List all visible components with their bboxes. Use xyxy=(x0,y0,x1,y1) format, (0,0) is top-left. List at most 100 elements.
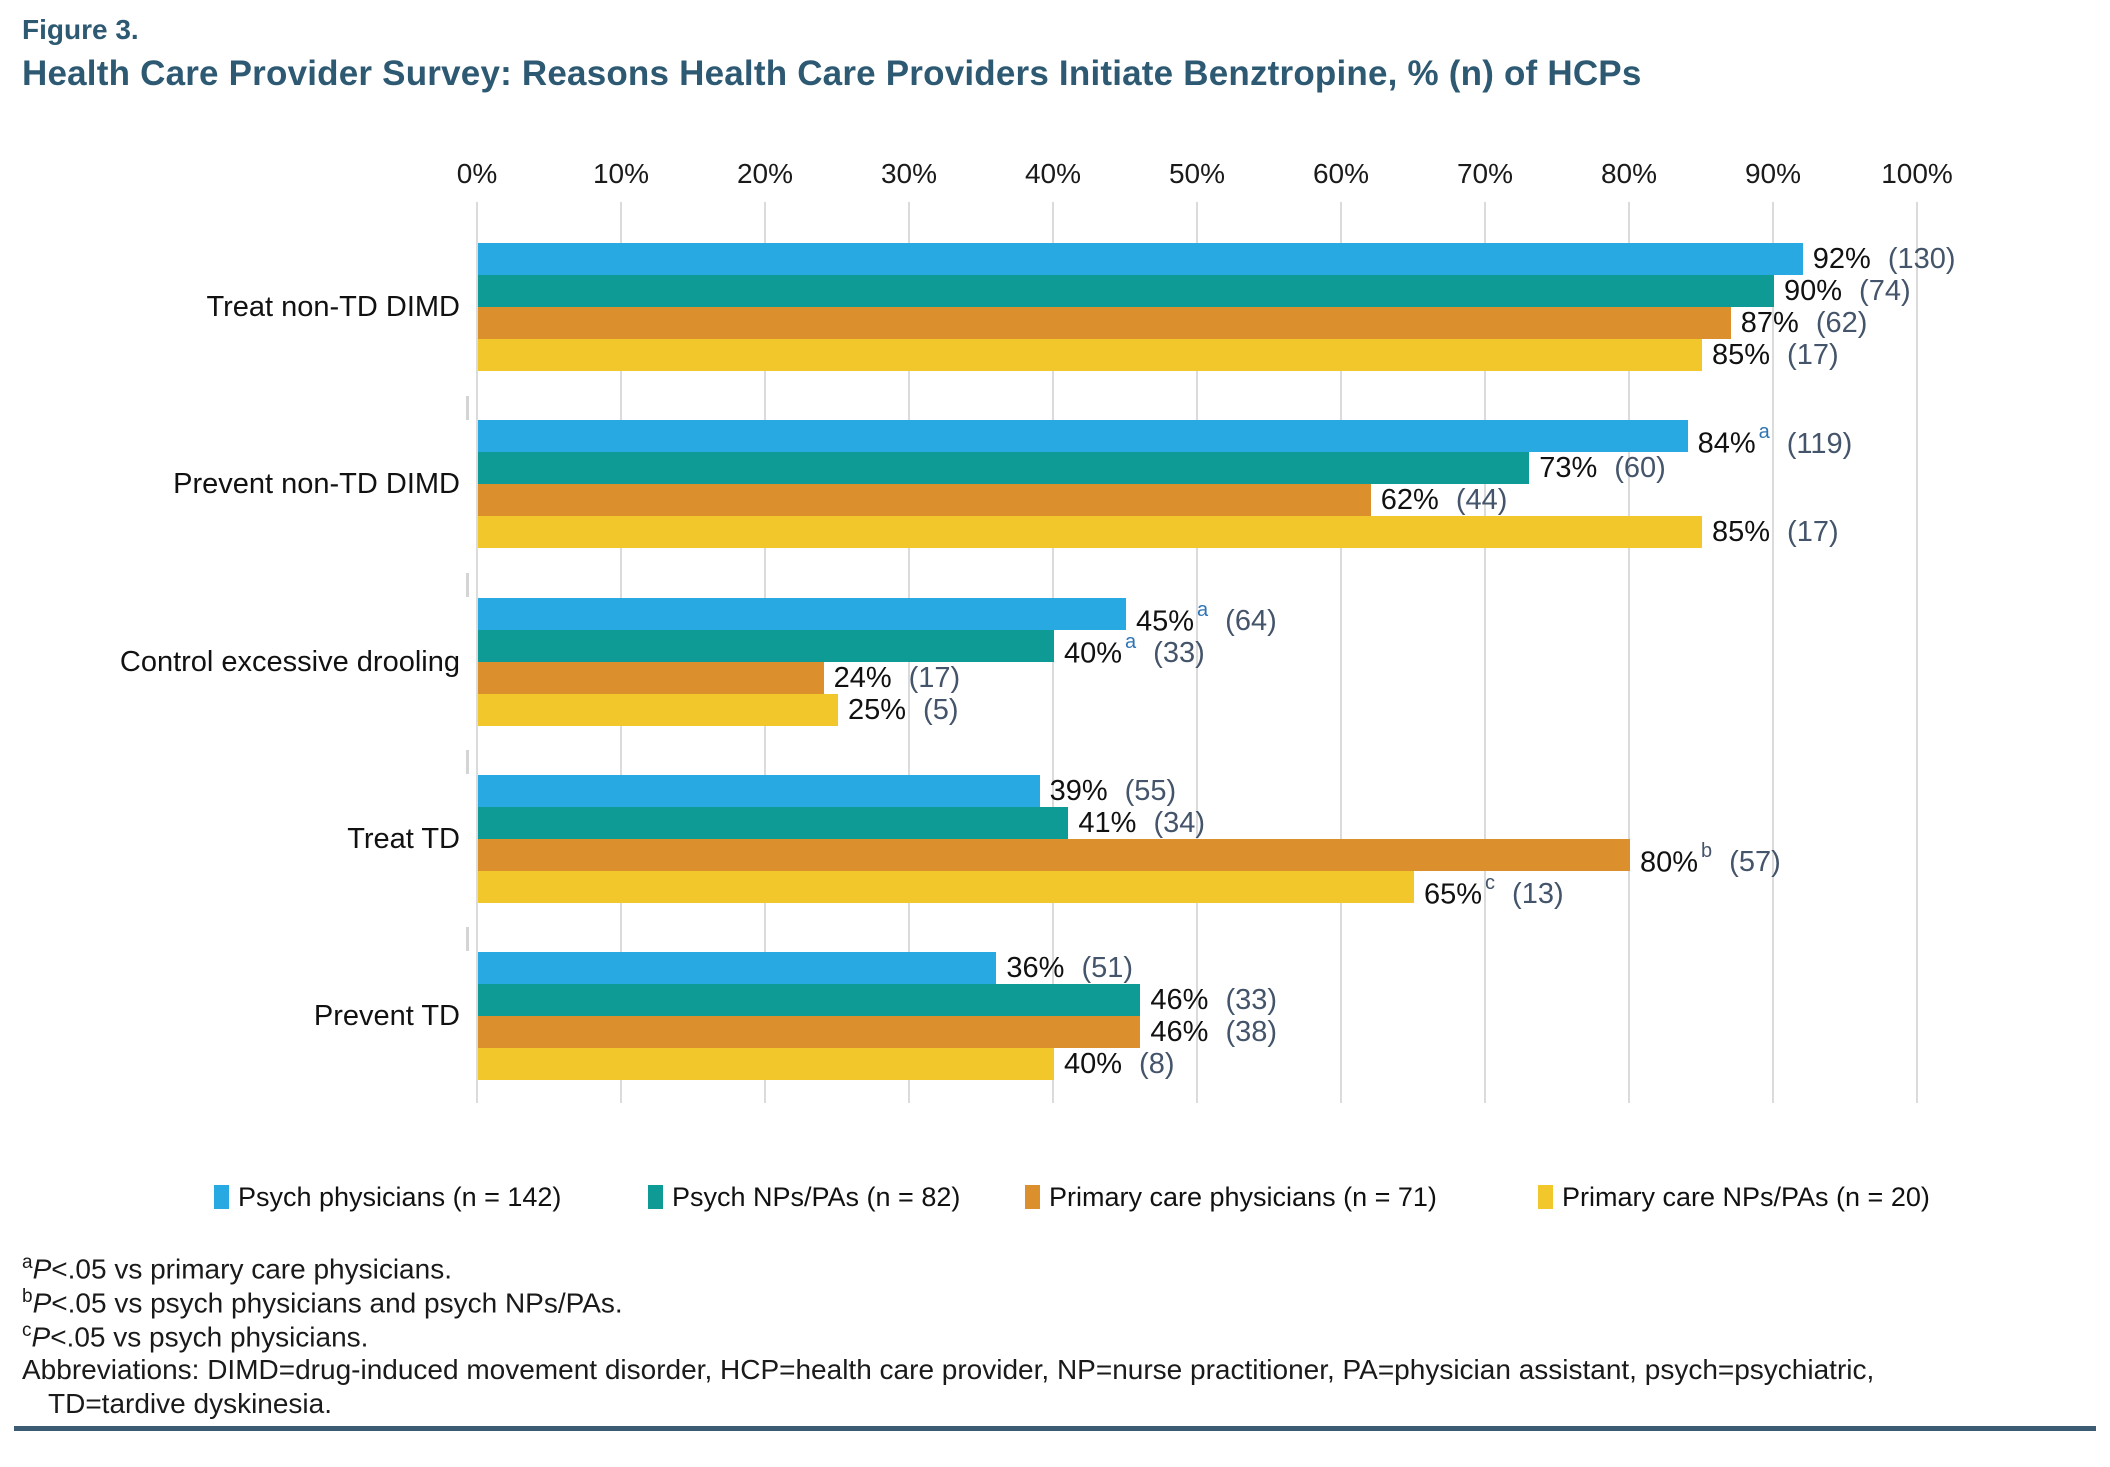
x-axis-tick-label: 100% xyxy=(1881,158,1953,189)
bar-value-label: 90% (74) xyxy=(1784,275,1911,307)
bar-count: (17) xyxy=(1787,516,1839,549)
bar-value-label: 87% (62) xyxy=(1741,307,1868,339)
bar xyxy=(478,452,1530,485)
bar-percent: 40% xyxy=(1064,1048,1123,1080)
bar xyxy=(478,484,1371,517)
bar-count: (60) xyxy=(1614,452,1666,485)
bar-percent: 25% xyxy=(848,693,907,726)
bar-value-label: 46% (38) xyxy=(1150,1016,1277,1048)
category-axis-tick xyxy=(466,395,469,420)
bar-value-label: 84% a (119) xyxy=(1698,420,1853,460)
bar-percent: 73% xyxy=(1539,452,1598,485)
footnote-b-p: P xyxy=(32,1287,52,1319)
bar xyxy=(478,597,1126,630)
bar-percent: 90% xyxy=(1784,275,1843,307)
gridline xyxy=(1916,202,1918,1103)
legend-label: Primary care NPs/PAs (n = 20) xyxy=(1562,1181,1930,1212)
legend-label: Primary care physicians (n = 71) xyxy=(1049,1181,1437,1212)
category-label: Treat non-TD DIMD xyxy=(206,291,460,323)
chart-title: Health Care Provider Survey: Reasons Hea… xyxy=(22,54,1642,93)
bar xyxy=(478,420,1688,453)
figure-label: Figure 3. xyxy=(22,14,139,45)
bar-value-label: 24% (17) xyxy=(834,662,961,694)
footnote-c-marker: c xyxy=(22,1320,32,1341)
bar-value-label: 85% (17) xyxy=(1712,339,1839,371)
bar-percent: 87% xyxy=(1740,307,1799,339)
bar-percent: 65% xyxy=(1424,878,1483,911)
gridline xyxy=(1340,202,1342,1103)
legend-swatch-icon xyxy=(1025,1185,1040,1209)
bar-percent: 46% xyxy=(1150,1016,1209,1048)
bar xyxy=(478,774,1040,807)
legend-swatch-icon xyxy=(1538,1185,1553,1209)
bar xyxy=(478,693,838,726)
significance-superscript: a xyxy=(1125,630,1137,653)
bar xyxy=(478,952,997,984)
bar-percent: 39% xyxy=(1049,774,1108,807)
bar-count: (8) xyxy=(1139,1048,1175,1080)
bar-percent: 46% xyxy=(1150,984,1209,1016)
category-label: Prevent TD xyxy=(313,1000,460,1032)
legend-item: Primary care physicians (n = 71) xyxy=(1025,1182,1437,1212)
bar-value-label: 41% (34) xyxy=(1078,807,1205,839)
legend-swatch-icon xyxy=(648,1185,663,1209)
bar-percent: 84% xyxy=(1697,427,1756,460)
bar-percent: 62% xyxy=(1380,484,1439,517)
bar-count: (44) xyxy=(1455,484,1508,517)
abbreviations-line2: TD=tardive dyskinesia. xyxy=(48,1388,333,1419)
bar xyxy=(478,275,1774,307)
bar xyxy=(478,984,1141,1016)
bar-percent: 45% xyxy=(1136,605,1195,638)
bar-value-label: 65% c (13) xyxy=(1424,871,1564,911)
x-axis-tick-label: 0% xyxy=(456,158,498,189)
bar xyxy=(478,339,1702,371)
bar-percent: 92% xyxy=(1812,243,1871,275)
category-label: Treat TD xyxy=(347,822,460,855)
bar-count: (33) xyxy=(1225,984,1278,1016)
bar-value-label: 40% (8) xyxy=(1064,1048,1175,1080)
x-axis-tick-label: 30% xyxy=(880,158,938,189)
bar-value-label: 25% (5) xyxy=(848,694,959,726)
bar-count: (64) xyxy=(1225,605,1277,638)
bar-count: (5) xyxy=(923,693,959,726)
bar xyxy=(478,243,1803,275)
bar-percent: 41% xyxy=(1078,806,1137,839)
bar-value-label: 45% a (64) xyxy=(1136,598,1277,638)
x-axis-tick-label: 20% xyxy=(736,158,794,189)
significance-superscript: a xyxy=(1197,598,1209,621)
x-axis-tick-label: 40% xyxy=(1024,158,1082,189)
bar-count: (51) xyxy=(1081,952,1134,984)
legend-item: Primary care NPs/PAs (n = 20) xyxy=(1538,1182,1930,1212)
bar-value-label: 40% a (33) xyxy=(1064,630,1205,670)
footnote-b: bP<.05 vs psych physicians and psych NPs… xyxy=(22,1286,623,1319)
legend-swatch-icon xyxy=(214,1185,229,1209)
bar-percent: 80% xyxy=(1640,846,1699,879)
bar-count: (13) xyxy=(1512,878,1564,911)
bar xyxy=(478,870,1414,903)
bar-count: (55) xyxy=(1124,774,1177,807)
bar-value-label: 36% (51) xyxy=(1006,952,1133,984)
footnote-a-text: <.05 vs primary care physicians. xyxy=(51,1253,452,1285)
legend-item: Psych NPs/PAs (n = 82) xyxy=(648,1182,960,1212)
footnote-c-text: <.05 vs psych physicians. xyxy=(50,1321,369,1353)
bar-value-label: 62% (44) xyxy=(1381,484,1508,516)
footnote-a-marker: a xyxy=(22,1252,33,1273)
category-label: Control excessive drooling xyxy=(119,645,460,678)
bar xyxy=(478,629,1054,662)
legend-label: Psych physicians (n = 142) xyxy=(238,1181,562,1212)
abbreviations-line1: Abbreviations: DIMD=drug-induced movemen… xyxy=(22,1354,1875,1385)
bar xyxy=(478,516,1702,549)
x-axis-tick-label: 70% xyxy=(1456,158,1514,189)
footnote-a-p: P xyxy=(32,1253,52,1285)
bar-value-label: 92% (130) xyxy=(1813,243,1956,275)
category-axis-tick xyxy=(466,572,469,597)
legend-item: Psych physicians (n = 142) xyxy=(214,1182,561,1212)
bar-count: (34) xyxy=(1153,806,1206,839)
footnote-c: cP<.05 vs psych physicians. xyxy=(22,1320,368,1353)
footnote-c-p: P xyxy=(31,1321,51,1353)
bar-value-label: 73% (60) xyxy=(1539,452,1666,484)
bottom-rule xyxy=(14,1426,2096,1431)
bar xyxy=(478,838,1630,871)
bar-count: (57) xyxy=(1729,846,1781,879)
